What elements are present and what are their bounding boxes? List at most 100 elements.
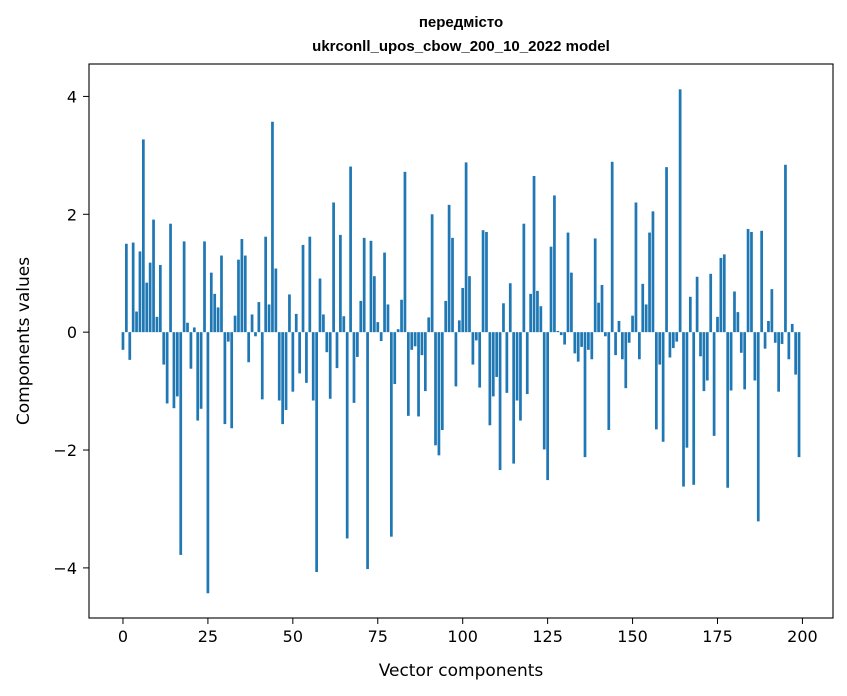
bar-74 [373, 276, 376, 333]
y-tick-label: −2 [53, 441, 77, 460]
bar-138 [590, 332, 594, 360]
bar-65 [342, 316, 346, 333]
bar-26 [209, 272, 213, 333]
x-tick-label: 75 [368, 627, 388, 646]
y-tick-label: −4 [53, 559, 77, 578]
bar-29 [220, 255, 223, 333]
bar-36 [243, 255, 247, 333]
y-axis-label: Components values [14, 257, 34, 425]
bar-163 [675, 332, 679, 342]
bar-11 [158, 264, 162, 333]
bar-193 [777, 332, 780, 392]
bar-137 [587, 332, 590, 350]
bar-165 [682, 332, 685, 487]
bar-17 [179, 332, 183, 555]
bar-194 [780, 332, 784, 344]
bar-148 [624, 332, 628, 389]
bar-78 [386, 304, 390, 333]
bar-199 [797, 332, 801, 458]
y-tick-label: 2 [67, 205, 77, 224]
bar-176 [719, 257, 723, 333]
bar-110 [495, 332, 499, 377]
bar-18 [182, 241, 186, 333]
bar-79 [390, 332, 393, 537]
x-tick-label: 100 [447, 627, 478, 646]
bar-77 [383, 252, 386, 333]
bar-162 [671, 332, 675, 349]
bar-69 [356, 332, 359, 357]
bar-128 [556, 330, 560, 333]
bar-127 [553, 195, 556, 333]
bar-173 [709, 273, 713, 333]
bar-76 [379, 332, 383, 341]
bar-172 [705, 332, 709, 381]
bar-133 [573, 332, 577, 354]
bar-24 [203, 241, 206, 333]
bar-114 [508, 283, 512, 333]
bar-94 [440, 332, 444, 430]
bar-47 [281, 332, 284, 425]
x-tick-label: 0 [118, 627, 128, 646]
bar-135 [580, 332, 583, 347]
bar-27 [213, 293, 217, 333]
bar-12 [162, 332, 166, 365]
bar-192 [773, 332, 777, 343]
x-tick-label: 200 [787, 627, 818, 646]
bar-7 [145, 282, 149, 333]
bar-16 [175, 332, 179, 397]
bar-63 [335, 332, 339, 369]
bar-125 [546, 332, 549, 481]
bar-95 [444, 300, 448, 333]
bar-139 [593, 238, 597, 333]
bar-142 [604, 332, 607, 337]
bar-101 [464, 162, 468, 333]
bar-102 [468, 276, 471, 333]
bar-68 [352, 332, 356, 403]
bar-166 [685, 332, 689, 448]
bar-98 [454, 332, 458, 387]
bar-93 [437, 332, 441, 456]
bar-156 [651, 211, 655, 333]
bar-87 [417, 332, 420, 417]
bar-126 [549, 246, 553, 333]
bar-6 [142, 139, 145, 333]
bar-112 [502, 303, 505, 333]
bar-72 [366, 332, 369, 570]
bar-15 [172, 332, 176, 409]
bar-146 [617, 320, 621, 333]
bar-3 [131, 242, 135, 333]
bar-35 [240, 239, 244, 333]
x-tick-label: 50 [283, 627, 303, 646]
x-ticks-group: 0 25 50 75 100 125 150 175 200 [118, 618, 818, 646]
bar-184 [746, 229, 750, 333]
bar-49 [288, 294, 291, 333]
bar-53 [301, 244, 305, 333]
bar-151 [634, 202, 638, 333]
bar-81 [396, 329, 400, 333]
bar-143 [607, 332, 611, 430]
bar-22 [196, 332, 200, 421]
bar-185 [750, 231, 753, 333]
bar-85 [410, 332, 414, 350]
bar-45 [274, 268, 278, 333]
bar-2 [128, 332, 132, 360]
bar-191 [770, 289, 774, 333]
bar-190 [767, 320, 770, 333]
bar-153 [641, 283, 645, 333]
bar-106 [481, 230, 485, 333]
y-tick-label: 4 [67, 87, 77, 106]
bar-181 [736, 312, 740, 333]
bar-149 [627, 332, 631, 343]
bar-86 [413, 332, 417, 347]
bar-59 [322, 314, 325, 333]
bar-161 [668, 332, 672, 358]
bar-189 [763, 332, 767, 349]
bar-122 [536, 290, 539, 333]
bar-178 [726, 332, 730, 488]
bar-0 [121, 332, 125, 350]
bar-119 [525, 332, 529, 395]
bar-62 [332, 202, 335, 333]
bar-14 [169, 223, 172, 333]
bar-157 [654, 332, 658, 430]
bar-44 [271, 121, 274, 333]
